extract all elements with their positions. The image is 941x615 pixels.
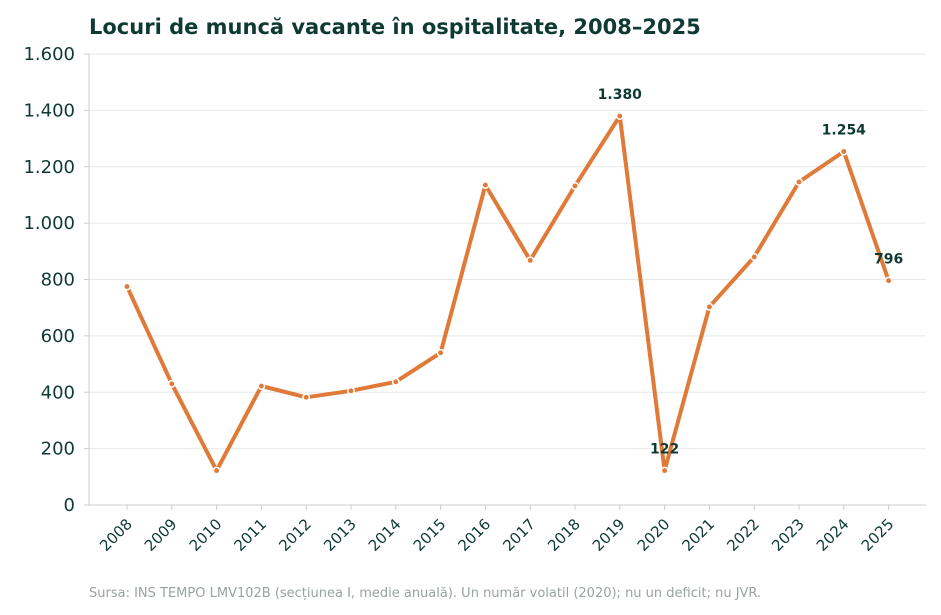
- x-tick-label: 2009: [141, 515, 181, 555]
- x-tick-label: 2022: [723, 515, 763, 555]
- x-tick-label: 2017: [499, 515, 539, 555]
- gridlines: [89, 53, 926, 450]
- y-tick-label: 600: [41, 326, 75, 347]
- x-tick-label: 2013: [320, 515, 360, 555]
- data-point: [884, 276, 893, 285]
- x-tick-label: 2020: [634, 515, 674, 555]
- data-point: [839, 147, 848, 156]
- data-point: [167, 379, 176, 388]
- x-tick-label: 2008: [96, 515, 136, 555]
- y-axis-ticks: 0 200 400 600 800 1.000 1.200 1.400 1.600: [23, 44, 89, 516]
- data-point: [571, 181, 579, 190]
- x-tick-label: 2012: [275, 515, 315, 555]
- x-tick-label: 2015: [410, 515, 450, 555]
- data-point: [750, 253, 759, 261]
- source-note: Sursa: INS TEMPO LMV102B (secțiunea I, m…: [89, 586, 761, 601]
- y-tick-label: 200: [41, 439, 75, 460]
- data-point: [212, 466, 221, 475]
- data-label: 796: [874, 252, 903, 268]
- y-tick-label: 1.600: [23, 44, 75, 65]
- data-point: [436, 348, 445, 357]
- x-tick-label: 2025: [858, 515, 898, 555]
- x-tick-label: 2019: [589, 515, 629, 555]
- data-point: [705, 302, 714, 311]
- x-tick-label: 2014: [365, 515, 405, 555]
- data-point: [795, 178, 803, 186]
- series-line: [125, 114, 891, 473]
- data-point: [347, 386, 355, 395]
- data-label: 122: [650, 442, 679, 458]
- data-label: 1.380: [598, 87, 643, 103]
- y-tick-label: 1.200: [23, 157, 75, 178]
- data-points: [123, 112, 893, 475]
- data-point: [302, 393, 311, 402]
- data-point: [615, 112, 624, 120]
- x-tick-label: 2010: [186, 515, 226, 555]
- y-tick-label: 1.400: [23, 100, 75, 121]
- data-point: [481, 181, 490, 190]
- data-point: [660, 466, 669, 475]
- x-tick-label: 2018: [544, 515, 584, 555]
- data-point: [391, 377, 400, 386]
- x-tick-label: 2016: [454, 515, 494, 555]
- y-tick-label: 0: [64, 495, 75, 516]
- data-label: 1.254: [822, 123, 867, 139]
- x-tick-label: 2011: [230, 515, 270, 555]
- data-point: [123, 282, 131, 291]
- x-tick-label: 2021: [678, 515, 718, 555]
- x-tick-label: 2023: [768, 515, 808, 555]
- x-tick-label: 2024: [813, 515, 853, 555]
- data-point: [257, 382, 266, 390]
- data-labels: 1.380 122 1.254 796: [598, 87, 904, 458]
- x-axis-ticks: 2008 2009 2010 2011 2012 2013 2014 2015 2016 2017…: [96, 505, 897, 555]
- y-tick-label: 400: [41, 382, 75, 403]
- series-group: [125, 114, 891, 473]
- chart-title: Locuri de muncă vacante în ospitalitate,…: [89, 15, 701, 39]
- y-tick-label: 1.000: [23, 213, 75, 234]
- y-tick-label: 800: [41, 270, 75, 291]
- data-point: [526, 256, 535, 265]
